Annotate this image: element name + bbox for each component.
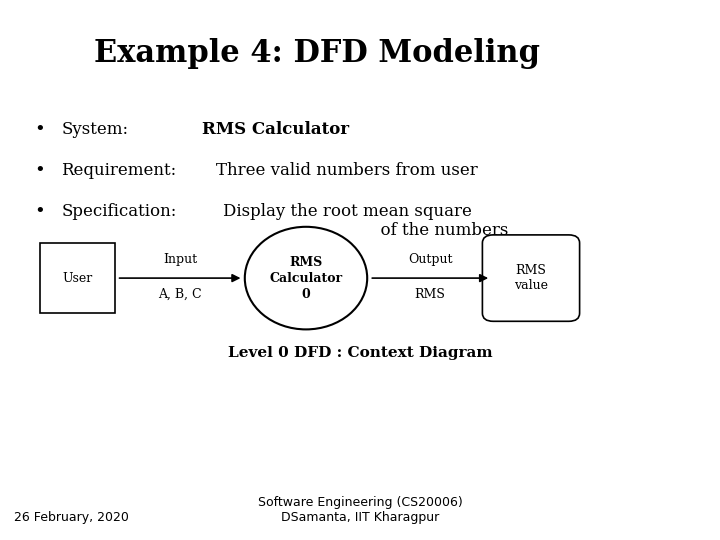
Text: RMS Calculator: RMS Calculator — [202, 122, 348, 138]
Text: System:: System: — [61, 122, 128, 138]
Text: User: User — [62, 272, 93, 285]
Text: •: • — [35, 162, 45, 180]
Text: •: • — [35, 202, 45, 220]
Text: Requirement:: Requirement: — [61, 162, 176, 179]
Text: Example 4: DFD Modeling: Example 4: DFD Modeling — [94, 38, 539, 69]
Ellipse shape — [245, 227, 367, 329]
Text: A, B, C: A, B, C — [158, 288, 202, 301]
Text: RMS
value: RMS value — [514, 264, 548, 292]
Text: Software Engineering (CS20006)
DSamanta, IIT Kharagpur: Software Engineering (CS20006) DSamanta,… — [258, 496, 462, 524]
FancyBboxPatch shape — [40, 243, 115, 313]
FancyBboxPatch shape — [482, 235, 580, 321]
Text: Input: Input — [163, 253, 197, 266]
Text: Level 0 DFD : Context Diagram: Level 0 DFD : Context Diagram — [228, 346, 492, 360]
Text: Output: Output — [408, 253, 452, 266]
Text: 26 February, 2020: 26 February, 2020 — [14, 511, 130, 524]
Text: Specification:: Specification: — [61, 202, 176, 219]
Text: •: • — [35, 122, 45, 139]
Text: RMS: RMS — [415, 288, 446, 301]
Text: RMS
Calculator
0: RMS Calculator 0 — [269, 255, 343, 301]
Text: Display the root mean square
                              of the numbers: Display the root mean square of the numb… — [223, 202, 508, 239]
Text: Three valid numbers from user: Three valid numbers from user — [216, 162, 478, 179]
